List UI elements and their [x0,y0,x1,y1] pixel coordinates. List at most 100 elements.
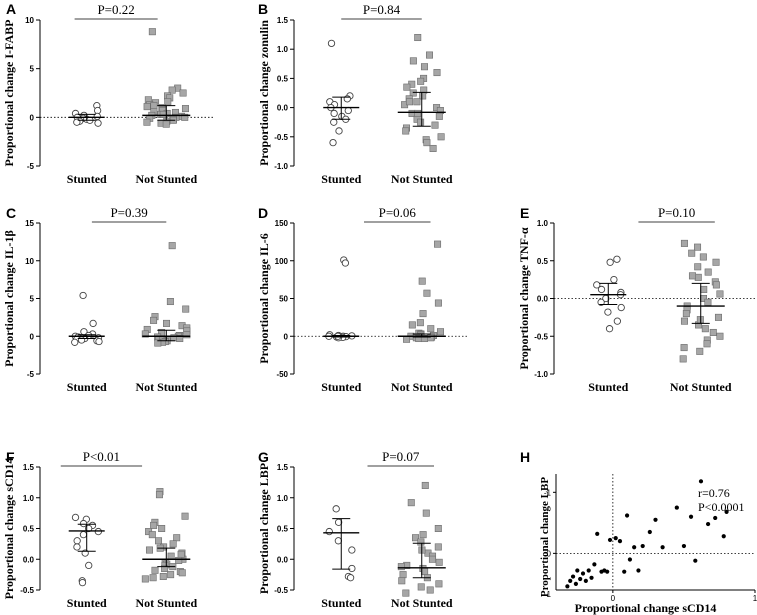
data-point [592,562,597,567]
data-point-not-stunted [150,102,158,110]
p-value-label: P=0.39 [110,205,147,220]
y-tick-label: -5 [27,162,35,171]
data-point-not-stunted [436,328,444,336]
data-point-not-stunted [162,120,170,128]
y-tick-label: 1.0 [277,494,289,503]
panel-letter: F [6,449,15,465]
data-point-stunted [606,258,614,266]
data-point-not-stunted [427,325,435,333]
data-point-not-stunted [435,112,443,120]
data-point-not-stunted [417,118,425,126]
data-point [713,515,718,521]
data-point-not-stunted [421,481,429,489]
panel-letter: G [258,449,269,465]
data-point-stunted [613,255,621,263]
data-point-not-stunted [435,580,443,588]
y-tick-label: 0 [547,549,552,558]
data-point-not-stunted [399,571,407,579]
data-point-not-stunted [688,272,696,280]
y-axis-label: Proportional change sCD14 [2,458,16,600]
y-tick-label: 1 [547,590,552,599]
data-point-stunted [341,259,350,267]
panel-e: E -1.0 -0.5 0.0 0.5 1.0 Proportional change TN… [517,205,755,394]
data-point-not-stunted [701,325,709,333]
data-point-not-stunted [164,98,172,106]
data-point-not-stunted [680,344,688,352]
y-tick-label: 0 [30,113,35,122]
data-point-not-stunted [433,69,441,77]
data-point [613,536,618,541]
y-tick-label: 150 [275,219,289,228]
data-point-not-stunted [703,340,711,348]
data-point-not-stunted [437,133,445,141]
data-point-not-stunted [178,569,186,577]
data-point-not-stunted [148,531,156,539]
data-point-stunted [77,336,86,344]
y-axis-label: Proportional change IL-1β [2,230,16,367]
panel-c: C -5 0 5 10 15 Proportional change IL-1β P=0.39… [2,205,197,394]
data-point-stunted [79,291,87,300]
data-point-stunted [85,561,93,570]
data-point-not-stunted [148,28,156,36]
data-point-not-stunted [402,589,410,597]
data-point-not-stunted [169,540,177,548]
data-point-not-stunted [141,575,149,583]
panel-f: F -0.5 0.0 0.5 1.0 1.5 Proportional change sCD… [2,449,197,610]
data-point-not-stunted [175,556,183,564]
y-tick-label: 0.5 [277,525,289,534]
y-tick-label: -0.5 [274,133,288,142]
data-point-not-stunted [408,321,416,329]
data-point-not-stunted [417,538,425,546]
data-point [640,543,645,549]
x-group-label: Not Stunted [391,380,453,394]
y-axis-label: Proportional change IL-6 [257,233,271,363]
y-tick-label: -1.0 [534,370,548,379]
x-group-label: Not Stunted [670,380,732,394]
y-axis-label: Proportional change TNF-α [517,227,531,370]
x-group-label: Not Stunted [135,596,197,610]
data-point-not-stunted [409,89,417,97]
data-point [724,509,729,514]
y-tick-label: -1 [544,488,552,497]
y-tick-label: 0.0 [23,555,35,564]
correlation-p-value: P<0.0001 [698,500,744,514]
data-point [570,574,576,579]
data-point-stunted [613,317,622,325]
y-tick-label: 0 [30,332,35,341]
y-tick-label: -50 [276,370,288,379]
data-point [632,545,637,550]
data-point-not-stunted [151,566,159,574]
data-point-not-stunted [420,335,428,343]
data-point [575,568,580,573]
panel-h: H -1 0 1 0 1 Proportional change sCD14 Proporti… [520,449,757,615]
data-point-stunted [330,109,338,118]
panel-letter: H [520,449,530,465]
data-point [660,545,665,550]
data-point-not-stunted [143,103,151,111]
p-value-label: P<0.01 [83,449,120,464]
data-point-not-stunted [716,290,724,298]
data-point [578,576,583,582]
p-value-label: P=0.07 [382,449,420,464]
data-point-not-stunted [680,239,688,247]
data-point-not-stunted [414,34,422,42]
data-point [595,531,600,536]
x-tick-label: 1 [753,594,757,603]
data-point-stunted [78,578,87,587]
data-point-not-stunted [434,524,442,532]
data-point [589,575,594,580]
data-point-stunted [332,505,340,513]
data-point-not-stunted [168,86,176,94]
data-point-stunted [94,119,102,127]
data-point [627,557,633,562]
data-point-not-stunted [704,268,712,276]
data-point-not-stunted [427,334,435,342]
data-point-not-stunted [420,63,428,71]
data-point-not-stunted [714,313,722,321]
y-tick-label: -5 [27,370,35,379]
data-point-not-stunted [700,285,708,293]
panel-b: B -1.0 -0.5 0.0 0.5 1.0 1.5 Proportional change… [257,1,453,186]
p-value-label: P=0.10 [658,205,695,220]
data-point-stunted [605,325,614,333]
data-point-not-stunted [402,127,410,135]
